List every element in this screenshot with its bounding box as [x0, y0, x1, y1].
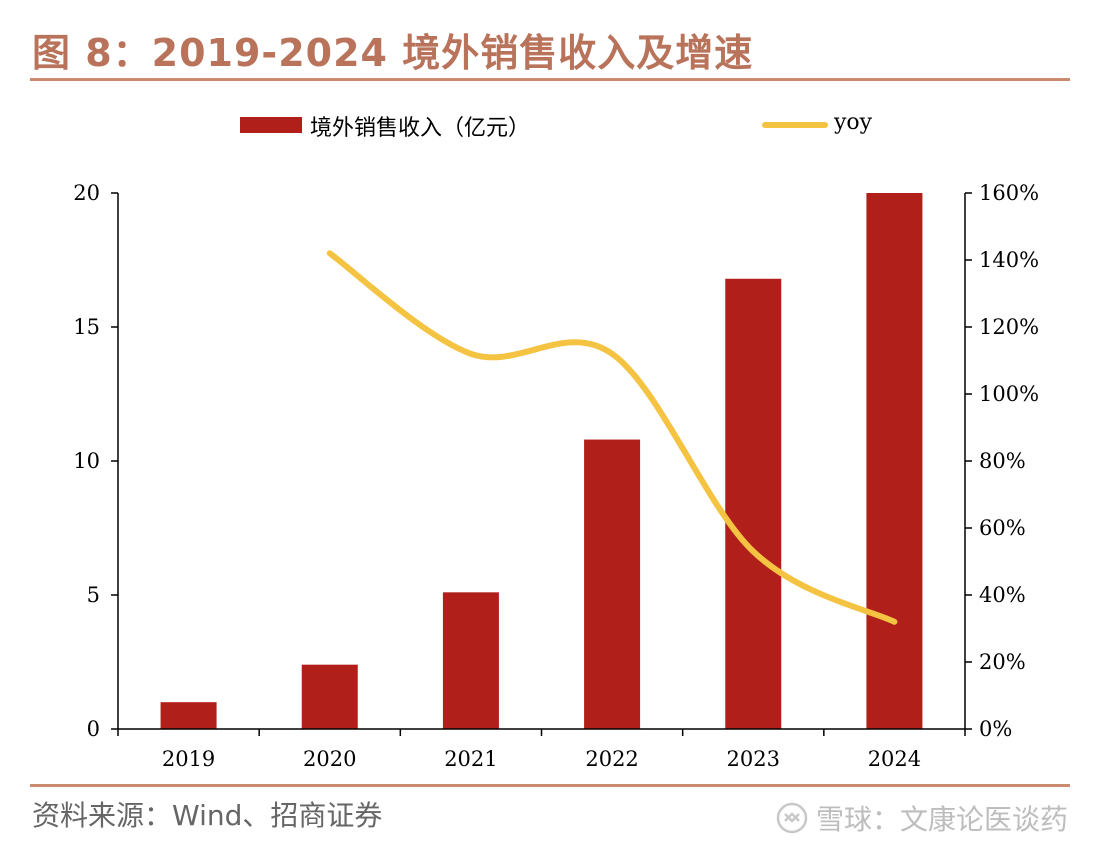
- yoy-line: [326, 250, 898, 625]
- bar-2020: [301, 664, 358, 729]
- right-tick-label: 20%: [979, 650, 1026, 674]
- left-tick-label: 0: [87, 717, 100, 741]
- left-tick-label: 10: [73, 449, 100, 473]
- bar-2023: [725, 278, 782, 729]
- x-tick-label: 2020: [303, 747, 356, 771]
- right-tick-label: 160%: [979, 181, 1039, 205]
- right-tick-label: 100%: [979, 382, 1039, 406]
- left-tick-label: 15: [73, 315, 100, 339]
- x-tick-label: 2019: [162, 747, 215, 771]
- left-tick-label: 20: [73, 181, 100, 205]
- x-tick-label: 2021: [444, 747, 497, 771]
- title-rule: [30, 78, 1070, 81]
- x-tick-label: 2024: [868, 747, 921, 771]
- source-note: 资料来源：Wind、招商证券: [32, 799, 383, 832]
- watermark-text: 雪球：文康论医谈药: [815, 803, 1068, 836]
- right-tick-label: 0%: [979, 717, 1012, 741]
- x-tick-label: 2022: [585, 747, 638, 771]
- page-title: 图 8：2019-2024 境外销售收入及增速: [32, 31, 754, 75]
- x-tick-label: 2023: [727, 747, 780, 771]
- left-tick-label: 5: [87, 583, 100, 607]
- legend-bar-swatch: [240, 117, 302, 133]
- legend-line-swatch: [762, 122, 828, 128]
- bar-2021: [442, 592, 499, 729]
- snowball-logo-icon: [776, 802, 808, 834]
- right-tick-label: 80%: [979, 449, 1026, 473]
- right-tick-label: 140%: [979, 248, 1039, 272]
- watermark: 雪球：文康论医谈药: [776, 798, 1068, 838]
- legend-bar-label: 境外销售收入（亿元）: [310, 116, 531, 141]
- right-tick-label: 120%: [979, 315, 1039, 339]
- legend-line-label: yoy: [834, 110, 873, 135]
- bar-2024: [866, 193, 923, 729]
- bar-2022: [584, 439, 641, 729]
- right-tick-label: 40%: [979, 583, 1026, 607]
- bar-2019: [160, 702, 217, 729]
- right-tick-label: 60%: [979, 516, 1026, 540]
- footer-rule: [30, 784, 1070, 787]
